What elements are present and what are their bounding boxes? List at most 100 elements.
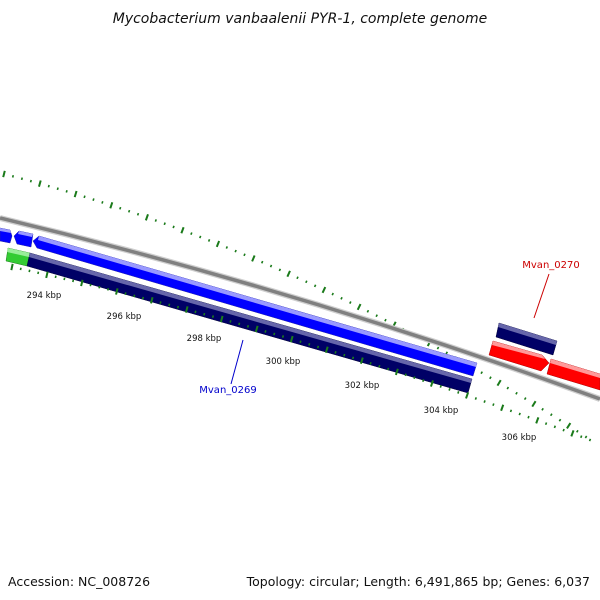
outer-tick-ring [2,170,588,439]
outer-ring-major-tick [251,255,256,262]
inner-ring-minor-tick [176,305,180,309]
inner-ring-minor-tick [229,320,232,323]
inner-ring-minor-tick [386,367,390,371]
gene-callouts: Mvan_0269 Mvan_0270 [199,260,579,396]
outer-ring-major-tick [38,180,42,187]
inner-ring-minor-tick [299,340,302,344]
right-feature-track [488,322,600,391]
outer-ring-minor-tick [29,179,32,183]
outer-ring-minor-tick [349,301,352,305]
inner-ring-minor-tick [159,301,162,304]
outer-ring-minor-tick [331,292,334,296]
inner-ring-minor-tick [133,294,136,298]
outer-ring-major-tick [180,226,185,234]
gene-arrow-small-highlight [18,231,33,237]
outer-ring-minor-tick [445,351,449,355]
outer-ring-minor-tick [523,397,527,401]
inner-ring-major-tick [45,271,49,279]
scale-label-304: 304 kbp [424,406,459,416]
inner-ring-major-tick [184,306,189,313]
inner-ring-major-tick [80,279,84,287]
inner-ring-minor-tick [72,279,75,283]
inner-ring-major-tick [465,392,470,399]
scale-label-298: 298 kbp [187,334,222,344]
scale-label-300: 300 kbp [266,357,301,367]
outer-ring-minor-tick [65,189,68,193]
outer-ring-major-tick [109,201,114,209]
gene-arrow-reverse-1[interactable] [488,340,550,372]
genome-summary-text: Topology: circular; Length: 6,491,865 bp… [246,574,590,589]
gene-arrow-mvan-0269[interactable] [32,235,478,377]
inner-ring-minor-tick [422,379,425,382]
outer-ring-minor-tick [576,429,579,433]
inner-tick-ring [10,263,592,442]
inner-ring-minor-tick [588,438,592,442]
gene-arrow-reverse-1-highlight [492,341,545,359]
outer-ring-minor-tick [541,407,544,411]
inner-ring-minor-tick [474,397,477,400]
outer-ring-minor-tick [584,435,588,439]
outer-ring-minor-tick [269,264,273,268]
inner-ring-minor-tick [203,312,206,316]
inner-ring-major-tick [289,335,294,343]
map-title: Mycobacterium vanbaalenii PYR-1, complet… [113,11,488,27]
scale-label-302: 302 kbp [345,381,380,391]
outer-ring-major-tick [73,190,78,198]
inner-ring-minor-tick [316,345,320,349]
inner-ring-minor-tick [553,425,557,429]
outer-ring-major-tick [356,303,362,311]
outer-ring-minor-tick [225,246,229,249]
inner-ring-minor-tick [124,292,127,296]
gene-label-mvan-0270[interactable]: Mvan_0270 [522,260,579,271]
forward-strand-track [0,227,478,394]
scale-label-296: 296 kbp [107,312,142,322]
outer-ring-minor-tick [101,201,104,204]
inner-ring-minor-tick [334,351,337,354]
outer-ring-major-tick [531,400,537,408]
inner-ring-major-tick [149,296,154,304]
gene-label-mvan-0269[interactable]: Mvan_0269 [199,385,256,396]
inner-ring-minor-tick [54,275,57,279]
rna-feature-highlight [7,248,30,257]
outer-ring-minor-tick [199,235,202,239]
outer-ring-minor-tick [480,371,483,375]
outer-ring-minor-tick [313,284,317,288]
scale-labels: 294 kbp 296 kbp 298 kbp 300 kbp 302 kbp … [27,291,537,443]
inner-ring-minor-tick [28,269,31,273]
inner-ring-minor-tick [509,409,513,413]
backbone [0,215,600,402]
outer-ring-minor-tick [375,314,378,318]
outer-ring-minor-tick [163,222,166,226]
inner-ring-minor-tick [448,388,451,391]
inner-ring-minor-tick [273,332,276,336]
gene-arrow-mvan-0269-highlight [38,236,477,367]
inner-ring-minor-tick [308,343,311,346]
gene-arrow-reverse-2-highlight [550,359,600,378]
outer-ring-minor-tick [278,268,282,272]
outer-ring-minor-tick [549,413,553,417]
inner-ring-major-tick [359,357,364,364]
gene-arrow-reverse-2[interactable] [546,358,600,391]
outer-ring-major-tick [2,170,6,178]
inner-ring-minor-tick [580,435,583,439]
scale-label-294: 294 kbp [27,291,62,301]
outer-ring-major-tick [566,422,572,430]
backbone-line [0,216,600,401]
callout-line-mvan-0269 [230,339,244,385]
inner-ring-minor-tick [141,296,145,300]
inner-ring-minor-tick [194,310,197,314]
outer-ring-minor-tick [558,418,562,422]
outer-ring-minor-tick [20,177,24,181]
outer-ring-minor-tick [56,187,59,191]
inner-ring-major-tick [570,430,575,437]
outer-ring-major-tick [215,240,221,248]
inner-ring-minor-tick [518,412,521,416]
inner-ring-minor-tick [89,283,92,287]
outer-ring-major-tick [321,286,327,294]
outer-ring-minor-tick [296,276,299,280]
feature-bar-mvan-0270-highlight [498,323,557,345]
inner-ring-minor-tick [168,303,171,307]
inner-ring-major-tick [115,288,119,295]
outer-ring-minor-tick [11,174,15,178]
